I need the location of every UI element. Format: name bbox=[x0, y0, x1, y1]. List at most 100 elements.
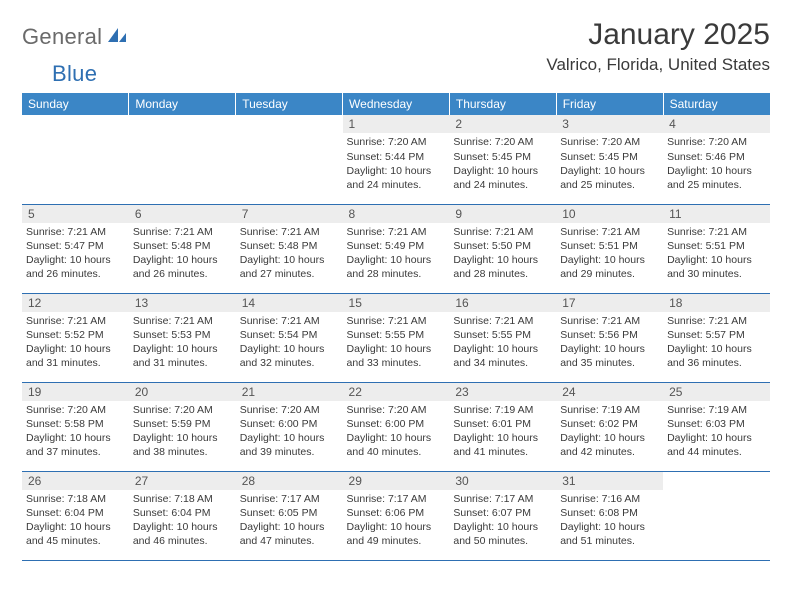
day-number: 2 bbox=[449, 115, 556, 133]
month-title: January 2025 bbox=[546, 18, 770, 52]
sunrise-text: Sunrise: 7:21 AM bbox=[347, 225, 446, 239]
sunset-text: Sunset: 5:44 PM bbox=[347, 150, 446, 164]
day-details: Sunrise: 7:20 AMSunset: 5:58 PMDaylight:… bbox=[22, 401, 129, 462]
calendar-day-cell: 8Sunrise: 7:21 AMSunset: 5:49 PMDaylight… bbox=[343, 204, 450, 293]
calendar-header-row: SundayMondayTuesdayWednesdayThursdayFrid… bbox=[22, 93, 770, 115]
day-details: Sunrise: 7:17 AMSunset: 6:06 PMDaylight:… bbox=[343, 490, 450, 551]
calendar-day-cell: 5Sunrise: 7:21 AMSunset: 5:47 PMDaylight… bbox=[22, 204, 129, 293]
sunrise-text: Sunrise: 7:19 AM bbox=[560, 403, 659, 417]
calendar-week-row: 19Sunrise: 7:20 AMSunset: 5:58 PMDayligh… bbox=[22, 382, 770, 471]
sunset-text: Sunset: 5:47 PM bbox=[26, 239, 125, 253]
day-number: 19 bbox=[22, 383, 129, 401]
day-number: 23 bbox=[449, 383, 556, 401]
day-details: Sunrise: 7:20 AMSunset: 6:00 PMDaylight:… bbox=[236, 401, 343, 462]
calendar-day-cell: 23Sunrise: 7:19 AMSunset: 6:01 PMDayligh… bbox=[449, 382, 556, 471]
sunrise-text: Sunrise: 7:21 AM bbox=[240, 225, 339, 239]
daylight-text: Daylight: 10 hours and 31 minutes. bbox=[133, 342, 232, 370]
day-number: 4 bbox=[663, 115, 770, 133]
calendar-day-cell: 22Sunrise: 7:20 AMSunset: 6:00 PMDayligh… bbox=[343, 382, 450, 471]
daylight-text: Daylight: 10 hours and 24 minutes. bbox=[453, 164, 552, 192]
day-details: Sunrise: 7:21 AMSunset: 5:49 PMDaylight:… bbox=[343, 223, 450, 284]
day-number: 7 bbox=[236, 205, 343, 223]
calendar-day-cell: 31Sunrise: 7:16 AMSunset: 6:08 PMDayligh… bbox=[556, 471, 663, 560]
day-number: 1 bbox=[343, 115, 450, 133]
sunset-text: Sunset: 6:07 PM bbox=[453, 506, 552, 520]
calendar-day-cell: 21Sunrise: 7:20 AMSunset: 6:00 PMDayligh… bbox=[236, 382, 343, 471]
sunrise-text: Sunrise: 7:20 AM bbox=[240, 403, 339, 417]
calendar-week-row: 12Sunrise: 7:21 AMSunset: 5:52 PMDayligh… bbox=[22, 293, 770, 382]
sunset-text: Sunset: 5:50 PM bbox=[453, 239, 552, 253]
daylight-text: Daylight: 10 hours and 51 minutes. bbox=[560, 520, 659, 548]
brand-text-general: General bbox=[22, 24, 102, 50]
calendar-day-cell: 11Sunrise: 7:21 AMSunset: 5:51 PMDayligh… bbox=[663, 204, 770, 293]
day-details: Sunrise: 7:21 AMSunset: 5:51 PMDaylight:… bbox=[556, 223, 663, 284]
sunset-text: Sunset: 5:58 PM bbox=[26, 417, 125, 431]
daylight-text: Daylight: 10 hours and 37 minutes. bbox=[26, 431, 125, 459]
sunrise-text: Sunrise: 7:21 AM bbox=[667, 225, 766, 239]
calendar-day-cell: 17Sunrise: 7:21 AMSunset: 5:56 PMDayligh… bbox=[556, 293, 663, 382]
sunset-text: Sunset: 5:51 PM bbox=[667, 239, 766, 253]
day-details: Sunrise: 7:21 AMSunset: 5:56 PMDaylight:… bbox=[556, 312, 663, 373]
day-details: Sunrise: 7:20 AMSunset: 5:46 PMDaylight:… bbox=[663, 133, 770, 194]
calendar-day-cell: 19Sunrise: 7:20 AMSunset: 5:58 PMDayligh… bbox=[22, 382, 129, 471]
calendar-week-row: 5Sunrise: 7:21 AMSunset: 5:47 PMDaylight… bbox=[22, 204, 770, 293]
sunrise-text: Sunrise: 7:17 AM bbox=[453, 492, 552, 506]
sunrise-text: Sunrise: 7:21 AM bbox=[26, 314, 125, 328]
sunrise-text: Sunrise: 7:20 AM bbox=[347, 403, 446, 417]
calendar-day-cell: 14Sunrise: 7:21 AMSunset: 5:54 PMDayligh… bbox=[236, 293, 343, 382]
sunrise-text: Sunrise: 7:18 AM bbox=[133, 492, 232, 506]
day-details: Sunrise: 7:17 AMSunset: 6:07 PMDaylight:… bbox=[449, 490, 556, 551]
day-number: 30 bbox=[449, 472, 556, 490]
sunset-text: Sunset: 6:00 PM bbox=[240, 417, 339, 431]
day-details: Sunrise: 7:21 AMSunset: 5:52 PMDaylight:… bbox=[22, 312, 129, 373]
daylight-text: Daylight: 10 hours and 24 minutes. bbox=[347, 164, 446, 192]
daylight-text: Daylight: 10 hours and 44 minutes. bbox=[667, 431, 766, 459]
weekday-header: Friday bbox=[556, 93, 663, 115]
day-details: Sunrise: 7:21 AMSunset: 5:55 PMDaylight:… bbox=[343, 312, 450, 373]
daylight-text: Daylight: 10 hours and 27 minutes. bbox=[240, 253, 339, 281]
daylight-text: Daylight: 10 hours and 49 minutes. bbox=[347, 520, 446, 548]
calendar-day-cell: 13Sunrise: 7:21 AMSunset: 5:53 PMDayligh… bbox=[129, 293, 236, 382]
calendar-day-cell: 1 Sunrise: 7:20 AMSunset: 5:44 PMDaylight… bbox=[343, 115, 450, 204]
sunset-text: Sunset: 5:52 PM bbox=[26, 328, 125, 342]
day-details: Sunrise: 7:21 AMSunset: 5:50 PMDaylight:… bbox=[449, 223, 556, 284]
calendar-day-cell: 24Sunrise: 7:19 AMSunset: 6:02 PMDayligh… bbox=[556, 382, 663, 471]
sunset-text: Sunset: 5:56 PM bbox=[560, 328, 659, 342]
day-details: Sunrise: 7:21 AMSunset: 5:53 PMDaylight:… bbox=[129, 312, 236, 373]
day-number: 25 bbox=[663, 383, 770, 401]
day-details: Sunrise: 7:16 AMSunset: 6:08 PMDaylight:… bbox=[556, 490, 663, 551]
sunset-text: Sunset: 5:48 PM bbox=[240, 239, 339, 253]
day-details: Sunrise: 7:21 AMSunset: 5:48 PMDaylight:… bbox=[129, 223, 236, 284]
calendar-day-cell: 15Sunrise: 7:21 AMSunset: 5:55 PMDayligh… bbox=[343, 293, 450, 382]
sunset-text: Sunset: 5:59 PM bbox=[133, 417, 232, 431]
day-number: 6 bbox=[129, 205, 236, 223]
title-block: January 2025 Valrico, Florida, United St… bbox=[546, 18, 770, 75]
calendar-day-cell: 4Sunrise: 7:20 AMSunset: 5:46 PMDaylight… bbox=[663, 115, 770, 204]
sunrise-text: Sunrise: 7:20 AM bbox=[453, 135, 552, 149]
day-number: 16 bbox=[449, 294, 556, 312]
daylight-text: Daylight: 10 hours and 36 minutes. bbox=[667, 342, 766, 370]
day-number: 8 bbox=[343, 205, 450, 223]
sunrise-text: Sunrise: 7:21 AM bbox=[560, 314, 659, 328]
day-number: 28 bbox=[236, 472, 343, 490]
day-number: 10 bbox=[556, 205, 663, 223]
daylight-text: Daylight: 10 hours and 25 minutes. bbox=[560, 164, 659, 192]
sunrise-text: Sunrise: 7:20 AM bbox=[347, 135, 446, 149]
sunrise-text: Sunrise: 7:20 AM bbox=[133, 403, 232, 417]
sunrise-text: Sunrise: 7:20 AM bbox=[667, 135, 766, 149]
day-details: Sunrise: 7:20 AMSunset: 5:45 PMDaylight:… bbox=[556, 133, 663, 194]
calendar-week-row: 26Sunrise: 7:18 AMSunset: 6:04 PMDayligh… bbox=[22, 471, 770, 560]
daylight-text: Daylight: 10 hours and 29 minutes. bbox=[560, 253, 659, 281]
daylight-text: Daylight: 10 hours and 46 minutes. bbox=[133, 520, 232, 548]
sunset-text: Sunset: 6:06 PM bbox=[347, 506, 446, 520]
daylight-text: Daylight: 10 hours and 33 minutes. bbox=[347, 342, 446, 370]
day-number: 22 bbox=[343, 383, 450, 401]
weekday-header: Monday bbox=[129, 93, 236, 115]
sunset-text: Sunset: 5:55 PM bbox=[347, 328, 446, 342]
sunrise-text: Sunrise: 7:21 AM bbox=[347, 314, 446, 328]
day-number: 18 bbox=[663, 294, 770, 312]
day-details: Sunrise: 7:20 AMSunset: 5:45 PMDaylight:… bbox=[449, 133, 556, 194]
day-details: Sunrise: 7:19 AMSunset: 6:02 PMDaylight:… bbox=[556, 401, 663, 462]
brand-sail-icon bbox=[106, 26, 128, 49]
daylight-text: Daylight: 10 hours and 39 minutes. bbox=[240, 431, 339, 459]
